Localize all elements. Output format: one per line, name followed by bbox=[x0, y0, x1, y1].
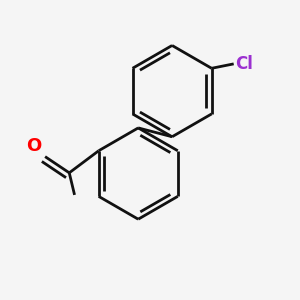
Text: O: O bbox=[26, 137, 42, 155]
Text: Cl: Cl bbox=[235, 55, 253, 73]
